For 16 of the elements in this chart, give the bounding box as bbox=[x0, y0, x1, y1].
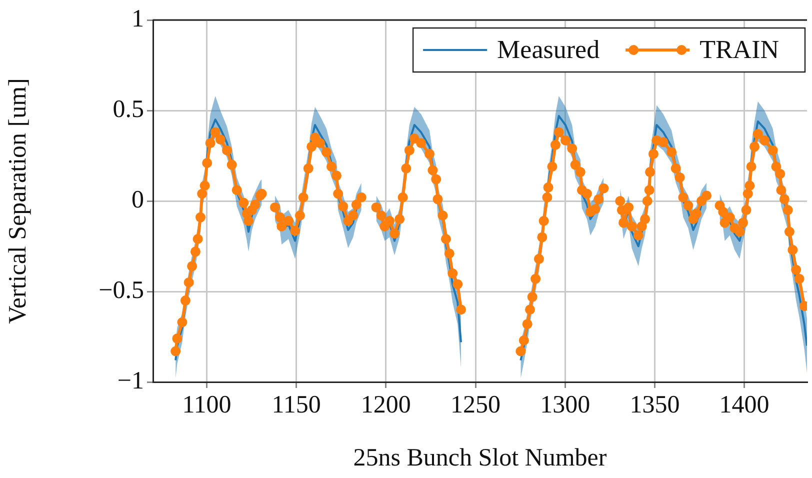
y-axis-title: Vertical Separation [um] bbox=[4, 78, 32, 324]
y-tick-label: −1 bbox=[117, 368, 144, 395]
x-tick-label: 1200 bbox=[360, 392, 411, 419]
x-tick-label: 1250 bbox=[450, 392, 501, 419]
y-tick-label: −0.5 bbox=[98, 277, 144, 304]
y-tick-label: 0 bbox=[132, 186, 144, 214]
x-tick-label: 1350 bbox=[630, 392, 680, 419]
x-tick-label: 1100 bbox=[182, 392, 232, 419]
x-tick-label: 1300 bbox=[540, 392, 590, 419]
x-tick-label: 1400 bbox=[719, 392, 770, 419]
x-tick-label: 1150 bbox=[272, 392, 321, 419]
y-tick-label: 0.5 bbox=[112, 96, 144, 124]
legend-label: Measured bbox=[497, 34, 600, 64]
y-tick-label: 1 bbox=[132, 6, 144, 33]
legend-label: TRAIN bbox=[700, 34, 780, 64]
x-axis-title: 25ns Bunch Slot Number bbox=[353, 444, 608, 472]
